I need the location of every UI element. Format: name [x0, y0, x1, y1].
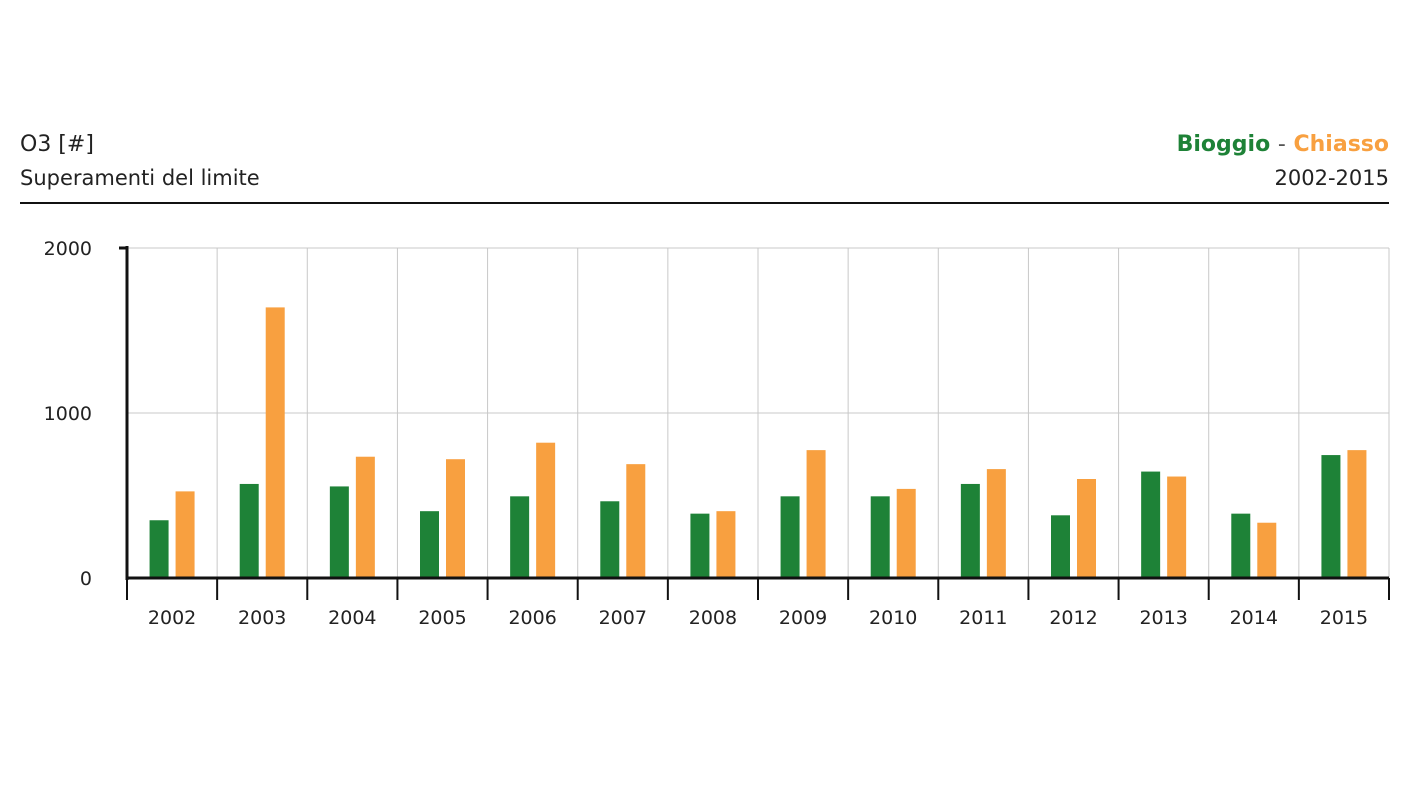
x-tick-label: 2003 [238, 607, 286, 629]
legend-separator: - [1277, 132, 1286, 157]
bar-bioggio-2003 [239, 483, 259, 578]
bar-bioggio-2009 [780, 496, 800, 578]
bar-chiasso-2010 [896, 488, 916, 578]
x-tick-label: 2013 [1139, 607, 1187, 629]
bar-bioggio-2015 [1321, 455, 1341, 578]
x-tick-label: 2010 [869, 607, 917, 629]
chart-title: O3 [#] [20, 132, 94, 157]
bar-chiasso-2012 [1077, 479, 1096, 578]
x-tick-label: 2005 [418, 607, 466, 629]
x-tick-label: 2006 [508, 607, 556, 629]
x-tick-label: 2004 [328, 607, 376, 629]
bar-chiasso-2011 [986, 469, 1006, 578]
bar-bioggio-2005 [420, 511, 439, 578]
x-tick-label: 2008 [689, 607, 737, 629]
bar-bioggio-2013 [1141, 471, 1161, 578]
bar-chiasso-2009 [806, 450, 826, 578]
bar-bioggio-2006 [510, 496, 530, 578]
x-tick-label: 2007 [599, 607, 647, 629]
bar-chiasso-2014 [1257, 522, 1277, 578]
x-tick-label: 2002 [148, 607, 196, 629]
bar-chiasso-2006 [536, 442, 556, 578]
chart-period: 2002-2015 [1274, 166, 1389, 190]
bar-bioggio-2008 [690, 513, 710, 578]
bar-chiasso-2013 [1167, 476, 1187, 578]
y-tick-label: 0 [80, 568, 92, 590]
bar-bioggio-2011 [960, 483, 980, 578]
chart-subtitle: Superamenti del limite [20, 166, 260, 190]
chart-header: O3 [#] Superamenti del limite Bioggio - … [20, 130, 1389, 204]
bar-bioggio-2002 [149, 520, 169, 578]
bar-chiasso-2004 [355, 456, 375, 578]
bar-bioggio-2014 [1231, 513, 1251, 578]
x-tick-label: 2012 [1049, 607, 1097, 629]
bar-bioggio-2012 [1051, 515, 1070, 578]
x-tick-label: 2009 [779, 607, 827, 629]
legend-bioggio: Bioggio [1176, 132, 1271, 157]
bar-chiasso-2008 [716, 511, 736, 578]
bar-chiasso-2003 [265, 307, 285, 578]
bar-chiasso-2015 [1347, 450, 1367, 578]
bar-bioggio-2010 [870, 496, 890, 578]
y-tick-label: 1000 [44, 403, 92, 425]
x-tick-label: 2014 [1230, 607, 1278, 629]
bar-chiasso-2005 [446, 459, 465, 578]
bar-bioggio-2007 [600, 501, 620, 578]
y-tick-label: 2000 [44, 238, 92, 260]
legend-chiasso: Chiasso [1293, 132, 1390, 157]
bar-chiasso-2002 [175, 491, 195, 578]
bar-chiasso-2007 [626, 464, 646, 578]
x-tick-label: 2011 [959, 607, 1007, 629]
legend: Bioggio - Chiasso [1177, 132, 1389, 157]
bar-bioggio-2004 [329, 486, 349, 578]
x-tick-label: 2015 [1320, 607, 1368, 629]
